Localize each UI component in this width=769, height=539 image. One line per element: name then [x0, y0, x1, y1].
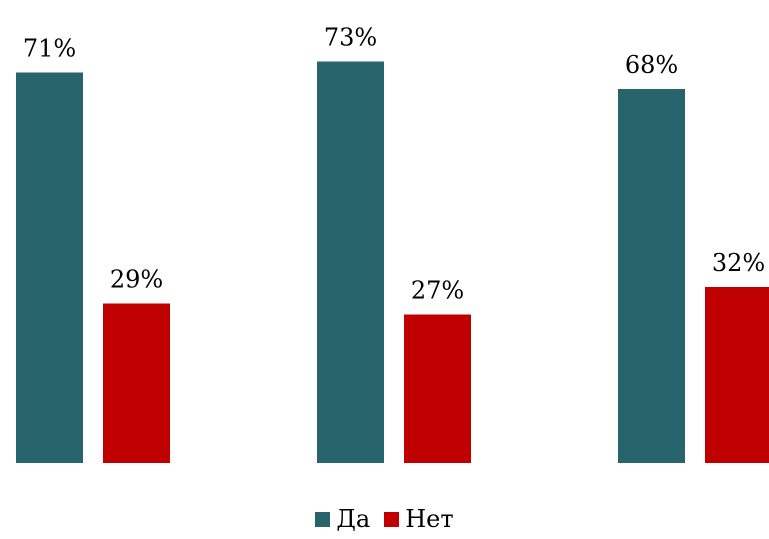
bar-chart: 71% 73% 68% 29% 27% 32% — [16, 24, 769, 463]
bar-da-1 — [16, 72, 83, 463]
data-label-net-3: 32% — [712, 249, 765, 277]
data-label-da-1: 71% — [23, 35, 76, 63]
bar-net-3 — [705, 287, 769, 463]
legend-swatch-da — [315, 511, 331, 527]
bar-da-2 — [317, 61, 384, 463]
bar-net-1 — [103, 303, 170, 463]
bar-net-2 — [404, 314, 471, 463]
legend-label-net: Нет — [405, 505, 454, 533]
legend-swatch-net — [384, 511, 400, 527]
data-label-da-2: 73% — [324, 24, 377, 52]
data-label-da-3: 68% — [625, 51, 678, 79]
legend-label-da: Да — [336, 505, 371, 533]
legend: Да Нет — [0, 505, 769, 533]
data-label-net-1: 29% — [110, 266, 163, 294]
data-label-net-2: 27% — [411, 277, 464, 305]
legend-item-da: Да — [315, 505, 370, 533]
bar-da-3 — [618, 89, 685, 463]
legend-item-net: Нет — [384, 505, 454, 533]
